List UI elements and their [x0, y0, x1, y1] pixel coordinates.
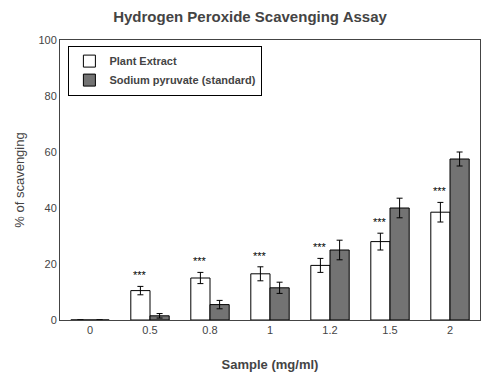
svg-text:***: *** [313, 241, 327, 253]
svg-text:1.2: 1.2 [322, 324, 337, 336]
svg-text:Plant Extract: Plant Extract [109, 55, 177, 67]
svg-text:100: 100 [38, 34, 56, 46]
svg-text:% of scavenging: % of scavenging [12, 132, 27, 227]
svg-text:***: *** [133, 269, 147, 281]
svg-text:80: 80 [45, 90, 57, 102]
svg-text:0.5: 0.5 [142, 324, 157, 336]
svg-text:1: 1 [267, 324, 273, 336]
svg-text:***: *** [193, 255, 207, 267]
svg-text:0: 0 [51, 314, 57, 326]
svg-text:***: *** [253, 250, 267, 262]
svg-text:0.8: 0.8 [202, 324, 217, 336]
svg-text:Hydrogen Peroxide Scavenging A: Hydrogen Peroxide Scavenging Assay [113, 8, 387, 25]
svg-text:***: *** [433, 185, 447, 197]
svg-text:0: 0 [87, 324, 93, 336]
svg-text:Sodium pyruvate (standard): Sodium pyruvate (standard) [109, 74, 255, 86]
svg-text:***: *** [373, 216, 387, 228]
svg-text:2: 2 [447, 324, 453, 336]
svg-text:Sample (mg/ml): Sample (mg/ml) [222, 357, 319, 372]
svg-text:1.5: 1.5 [382, 324, 397, 336]
svg-text:40: 40 [45, 202, 57, 214]
svg-text:60: 60 [45, 146, 57, 158]
svg-text:20: 20 [45, 258, 57, 270]
